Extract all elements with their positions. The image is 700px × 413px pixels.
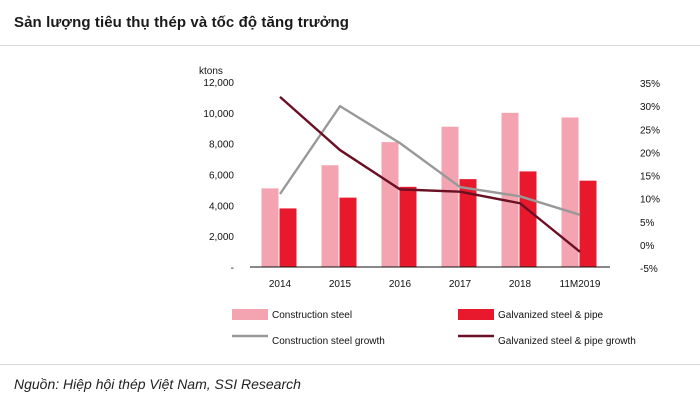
y2-tick-label: 5% xyxy=(640,218,655,229)
x-tick-label: 2016 xyxy=(389,279,412,290)
bar-galvanized-steel-pipe-2018 xyxy=(519,171,537,267)
y-tick-label: 12,000 xyxy=(203,78,234,89)
legend-label-galvanized-steel-pipe: Galvanized steel & pipe xyxy=(498,310,604,321)
bar-galvanized-steel-pipe-2014 xyxy=(279,208,297,267)
y-tick-label: 2,000 xyxy=(209,232,234,243)
bar-construction-steel-2018 xyxy=(501,112,519,267)
y2-tick-label: 15% xyxy=(640,172,660,183)
legend: Construction steel Galvanized steel & pip… xyxy=(232,309,636,347)
bars-group xyxy=(261,112,597,267)
legend-label-construction-steel: Construction steel xyxy=(272,310,352,321)
bar-construction-steel-2014 xyxy=(261,188,279,267)
bar-galvanized-steel-pipe-11m2019 xyxy=(579,180,597,267)
y-tick-label: - xyxy=(231,263,234,274)
bar-construction-steel-2017 xyxy=(441,126,459,267)
bar-construction-steel-11m2019 xyxy=(561,117,579,267)
x-tick-label: 2014 xyxy=(269,279,292,290)
y-tick-label: 10,000 xyxy=(203,109,234,120)
title-divider xyxy=(0,45,700,46)
y2-tick-label: 20% xyxy=(640,148,660,159)
x-tick-label: 2015 xyxy=(329,279,352,290)
y2-tick-label: -5% xyxy=(640,264,658,275)
y2-tick-label: 35% xyxy=(640,79,660,90)
chart-title: Sản lượng tiêu thụ thép và tốc độ tăng t… xyxy=(14,14,350,31)
axes-group: ktons - 2,000 4,000 6,000 8,000 10,000 12,000 -5… xyxy=(199,66,660,290)
bar-construction-steel-2016 xyxy=(381,142,399,267)
x-tick-label: 2018 xyxy=(509,279,532,290)
bar-galvanized-steel-pipe-2015 xyxy=(339,197,357,267)
line-galvanized-steel-pipe-growth xyxy=(279,95,581,253)
legend-label-galvanized-steel-pipe-growth: Galvanized steel & pipe growth xyxy=(498,336,636,347)
legend-swatch-construction-steel xyxy=(232,309,268,320)
lines-group xyxy=(279,95,581,253)
footer-divider xyxy=(0,364,700,365)
y-tick-label: 6,000 xyxy=(209,171,234,182)
y-tick-label: 4,000 xyxy=(209,201,234,212)
source-note: Nguồn: Hiệp hội thép Việt Nam, SSI Resea… xyxy=(14,376,301,392)
line-construction-steel-growth xyxy=(279,104,581,216)
bar-construction-steel-2015 xyxy=(321,165,339,267)
y2-tick-label: 25% xyxy=(640,125,660,136)
y-tick-label: 8,000 xyxy=(209,140,234,151)
bar-galvanized-steel-pipe-2017 xyxy=(459,179,477,267)
y2-tick-label: 0% xyxy=(640,241,655,252)
combo-chart: ktons - 2,000 4,000 6,000 8,000 10,000 12,000 -5… xyxy=(199,66,660,347)
legend-label-construction-steel-growth: Construction steel growth xyxy=(272,336,385,347)
x-tick-label: 11M2019 xyxy=(560,279,601,290)
y2-tick-label: 30% xyxy=(640,102,660,113)
y2-tick-label: 10% xyxy=(640,195,660,206)
y-axis-unit-label: ktons xyxy=(199,66,223,77)
bar-galvanized-steel-pipe-2016 xyxy=(399,186,417,267)
x-tick-label: 2017 xyxy=(449,279,472,290)
legend-swatch-galvanized-steel-pipe xyxy=(458,309,494,320)
